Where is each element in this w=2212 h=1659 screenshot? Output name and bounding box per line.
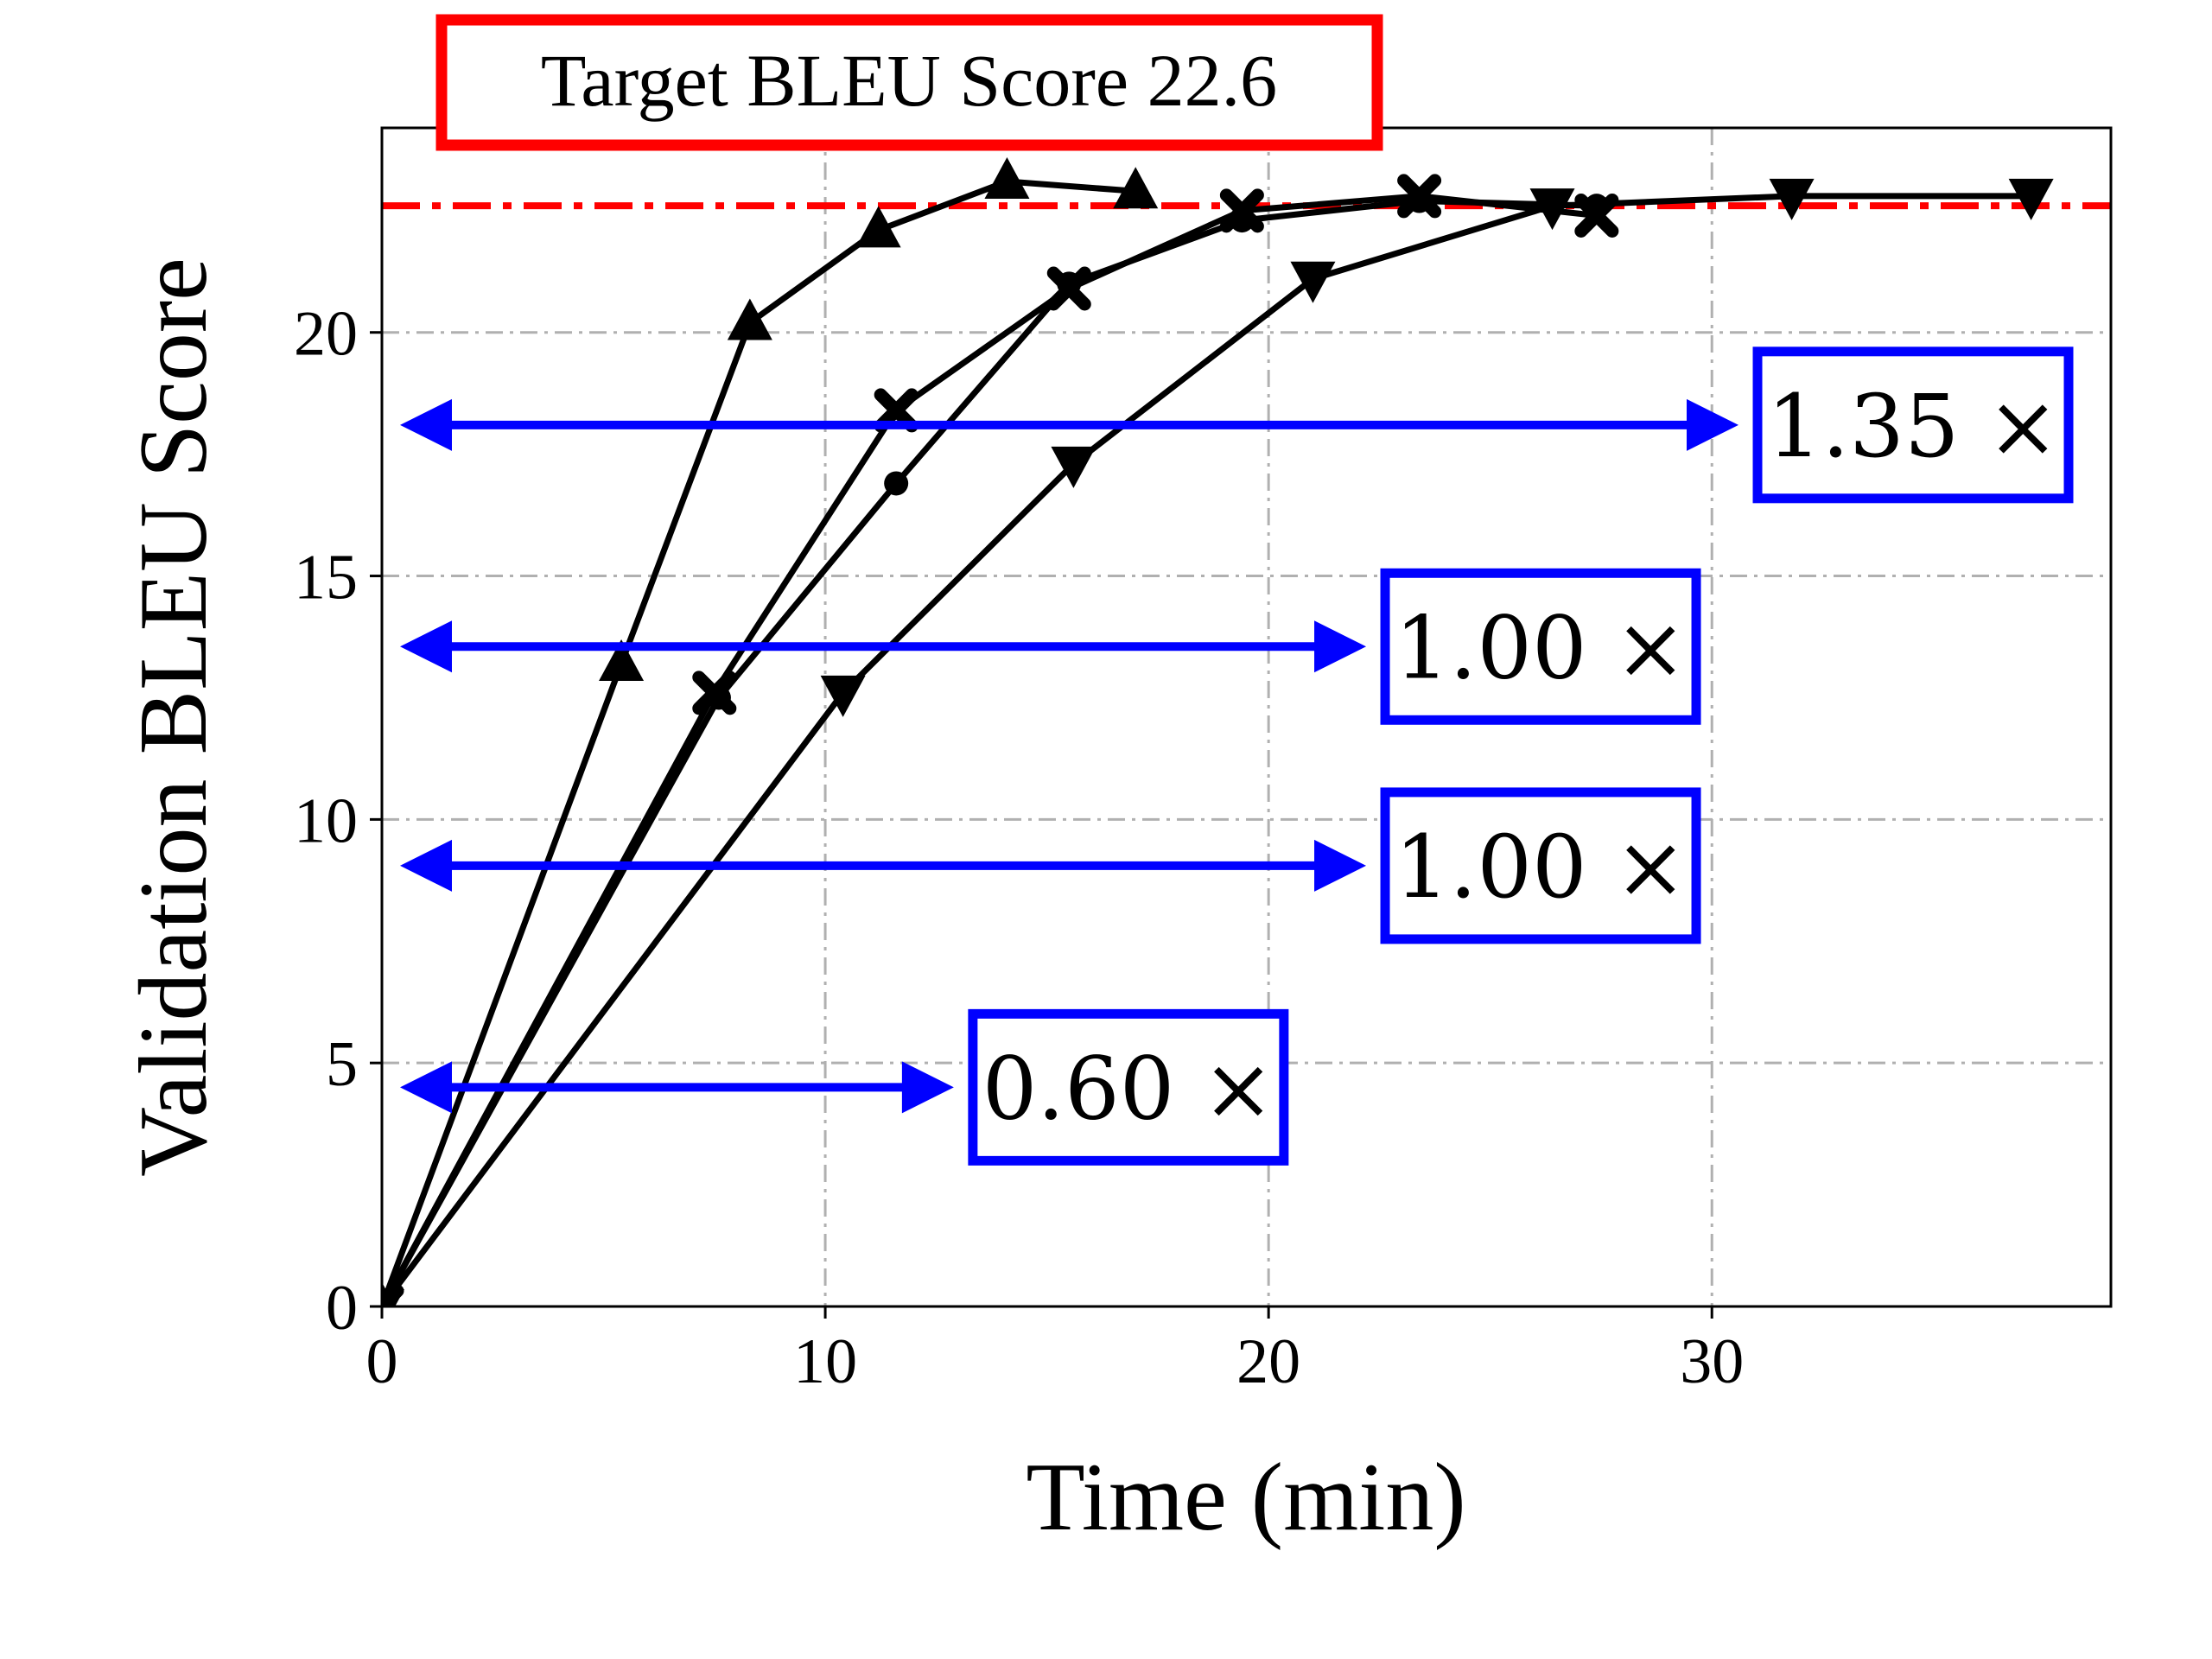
speedup-label: 0.60 × <box>982 1038 1274 1139</box>
target-label: Target BLEU Score 22.6 <box>541 39 1277 122</box>
y-tick-label: 15 <box>294 543 358 613</box>
target-label-box: Target BLEU Score 22.6 <box>435 14 1383 151</box>
speedup-annotation: 1.00 × <box>400 568 1701 725</box>
arrow-head-left <box>400 620 452 673</box>
triangle-up-marker <box>727 298 772 340</box>
y-tick-label: 20 <box>294 299 358 370</box>
y-axis-title: Validation BLEU Score <box>120 257 227 1177</box>
circle-marker <box>1407 188 1432 213</box>
series-triangle-down <box>382 178 2054 1306</box>
speedup-label: 1.00 × <box>1395 817 1687 918</box>
circle-marker <box>1230 208 1255 233</box>
triangle-down-marker <box>1529 188 1575 231</box>
triangle-up-marker <box>1113 167 1159 209</box>
speedup-label: 1.00 × <box>1395 597 1687 698</box>
x-tick-label: 20 <box>1236 1326 1300 1397</box>
triangle-down-marker <box>2008 178 2054 220</box>
arrow-head-right <box>1314 839 1367 892</box>
triangle-up-marker <box>855 206 901 248</box>
x-tick-label: 0 <box>366 1326 398 1397</box>
speedup-annotation: 1.00 × <box>400 787 1701 944</box>
triangle-down-marker <box>1769 178 1815 220</box>
arrow-head-left <box>400 839 452 892</box>
speedup-annotation: 1.35 × <box>400 346 2074 504</box>
series-line <box>382 178 1136 1306</box>
y-tick-label: 0 <box>326 1273 358 1344</box>
y-tick-label: 5 <box>326 1029 358 1100</box>
triangle-down-marker <box>820 675 866 717</box>
circle-marker <box>706 685 731 710</box>
speedup-annotation: 0.60 × <box>400 1008 1289 1166</box>
triangle-down-marker <box>1290 261 1336 303</box>
triangle-down-marker <box>382 1289 404 1306</box>
series-triangle-up <box>382 157 1159 1306</box>
speedup-box <box>1380 568 1701 725</box>
circle-marker <box>884 471 909 496</box>
speedup-box <box>1752 346 2074 504</box>
triangle-down-marker <box>1051 446 1096 488</box>
speedup-label: 1.35 × <box>1767 376 2059 477</box>
x-axis-title: Time (min) <box>1026 1444 1465 1551</box>
arrow-head-left <box>400 398 452 451</box>
triangle-up-marker <box>599 639 645 681</box>
triangle-up-marker <box>984 157 1030 199</box>
y-tick-label: 10 <box>294 785 358 856</box>
series-layer <box>382 157 2054 1306</box>
arrow-head-left <box>400 1061 452 1114</box>
arrow-head-right <box>901 1061 954 1114</box>
arrow-head-right <box>1687 398 1739 451</box>
circle-marker <box>1057 271 1082 296</box>
speedup-box <box>1380 787 1701 944</box>
annotation-layer: 1.35 × 1.00 × 1.00 × 0.60 × <box>400 346 2074 1166</box>
tick-layer: 0 10 20 30 0 5 10 15 20 <box>294 299 1744 1397</box>
x-tick-label: 30 <box>1680 1326 1744 1397</box>
x-tick-label: 10 <box>793 1326 857 1397</box>
arrow-head-right <box>1314 620 1367 673</box>
speedup-box <box>968 1008 1289 1166</box>
